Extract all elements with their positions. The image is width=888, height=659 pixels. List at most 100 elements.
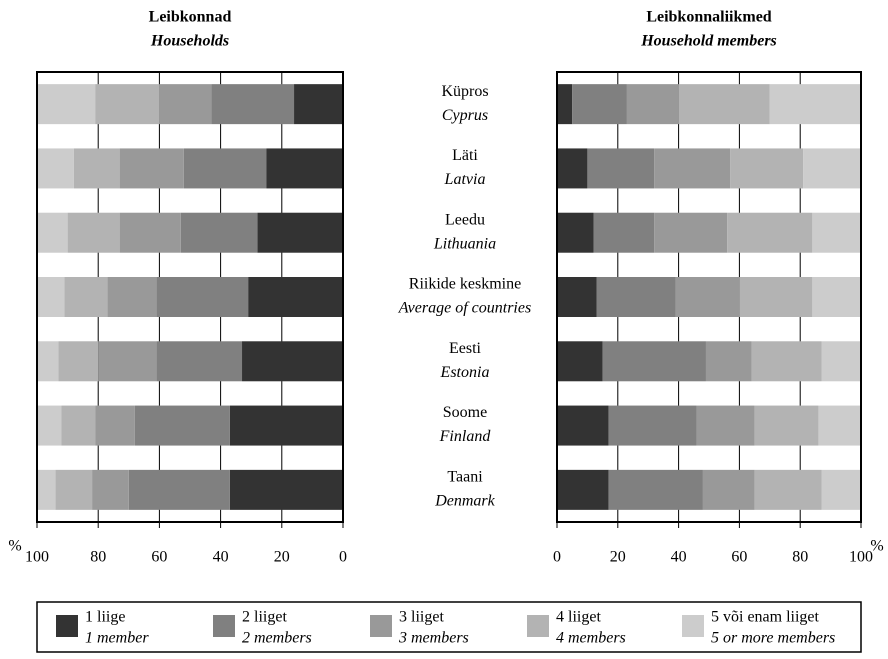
plot-frame <box>556 71 862 523</box>
legend-label: 4 liiget <box>556 609 601 626</box>
bar-segment <box>229 405 343 446</box>
legend-label-en: 5 or more members <box>711 630 835 647</box>
bar-segment <box>159 84 212 125</box>
bar-segment <box>557 212 594 253</box>
category-label: Eesti <box>449 340 482 357</box>
bar-segment <box>705 341 752 382</box>
x-tick-label: 100 <box>849 549 873 566</box>
x-tick-label: 40 <box>213 549 229 566</box>
bar-segment <box>73 148 120 189</box>
bar-segment <box>821 341 861 382</box>
legend-label: 2 liiget <box>242 609 287 626</box>
legend-label: 5 või enam liiget <box>711 609 820 626</box>
bar-segment <box>812 277 861 317</box>
bar-segment <box>608 405 697 446</box>
bar-segment <box>593 212 655 253</box>
category-label: Soome <box>443 404 487 421</box>
bar-segment <box>608 469 703 510</box>
bar-segment <box>119 212 181 253</box>
bar-segment <box>95 405 135 446</box>
chart-title: Leibkonnaliikmed <box>646 9 771 26</box>
legend-box <box>36 601 862 653</box>
bar-segment <box>37 212 68 253</box>
x-tick-label: 80 <box>792 549 808 566</box>
legend-label: 1 liige <box>85 609 125 626</box>
bar-segment <box>678 84 770 125</box>
legend-swatch <box>370 615 392 637</box>
bar-segment <box>37 405 62 446</box>
category-label-en: Denmark <box>434 493 495 510</box>
bar-segment <box>812 212 861 253</box>
bar-segment <box>557 469 609 510</box>
x-tick-label: 60 <box>151 549 167 566</box>
legend-swatch <box>527 615 549 637</box>
bar-segment <box>818 405 861 446</box>
x-tick-label: 80 <box>90 549 106 566</box>
bar-segment <box>587 148 655 189</box>
x-tick-label: 20 <box>610 549 626 566</box>
category-label-en: Finland <box>439 428 492 445</box>
bar-segment <box>727 212 813 253</box>
category-label-en: Latvia <box>444 171 486 188</box>
bar-segment <box>98 341 157 382</box>
x-tick-label: 100 <box>25 549 49 566</box>
bar-segment <box>572 84 627 125</box>
category-label: Leedu <box>445 211 485 228</box>
bar-segment <box>248 277 343 317</box>
bar-segment <box>37 84 96 125</box>
bar-segment <box>294 84 343 125</box>
plot-frame <box>36 71 344 523</box>
bar-segment <box>37 277 65 317</box>
x-tick-label: 0 <box>553 549 561 566</box>
bar-segment <box>128 469 230 510</box>
bar-segment <box>754 405 819 446</box>
bar-segment <box>754 469 822 510</box>
bar-segment <box>242 341 343 382</box>
bar-segment <box>751 341 822 382</box>
bar-segment <box>675 277 740 317</box>
category-label-en: Estonia <box>440 364 490 381</box>
bar-segment <box>107 277 157 317</box>
bar-segment <box>229 469 343 510</box>
legend-label-en: 1 member <box>85 630 149 647</box>
legend-swatch <box>682 615 704 637</box>
category-label: Läti <box>452 147 478 164</box>
category-label: Küpros <box>441 83 488 100</box>
bar-segment <box>37 469 56 510</box>
bar-segment <box>821 469 861 510</box>
bar-segment <box>739 277 813 317</box>
bar-segment <box>696 405 755 446</box>
bar-segment <box>180 212 258 253</box>
category-label: Riikide keskmine <box>409 276 521 293</box>
bar-segment <box>156 277 249 317</box>
x-tick-label: 20 <box>274 549 290 566</box>
bar-segment <box>557 341 603 382</box>
bar-segment <box>557 277 597 317</box>
bar-segment <box>67 212 120 253</box>
bar-segment <box>95 84 160 125</box>
bar-segment <box>92 469 129 510</box>
bar-segment <box>730 148 804 189</box>
bar-segment <box>654 212 728 253</box>
bar-segment <box>37 148 74 189</box>
bar-segment <box>55 469 93 510</box>
legend-swatch <box>56 615 78 637</box>
x-tick-label: 0 <box>339 549 347 566</box>
bar-segment <box>156 341 243 382</box>
bar-segment <box>769 84 861 125</box>
category-label-en: Lithuania <box>433 235 496 252</box>
bar-segment <box>119 148 184 189</box>
legend-label-en: 2 members <box>242 630 312 647</box>
bar-segment <box>702 469 755 510</box>
legend-label-en: 3 members <box>398 630 469 647</box>
bar-segment <box>626 84 679 125</box>
bar-segment <box>211 84 295 125</box>
bar-segment <box>654 148 731 189</box>
bar-segment <box>266 148 343 189</box>
bar-segment <box>257 212 343 253</box>
axis-unit: % <box>8 538 21 555</box>
axis-unit: % <box>870 538 883 555</box>
chart-title: Leibkonnad <box>149 9 232 26</box>
legend-label-en: 4 members <box>556 630 626 647</box>
